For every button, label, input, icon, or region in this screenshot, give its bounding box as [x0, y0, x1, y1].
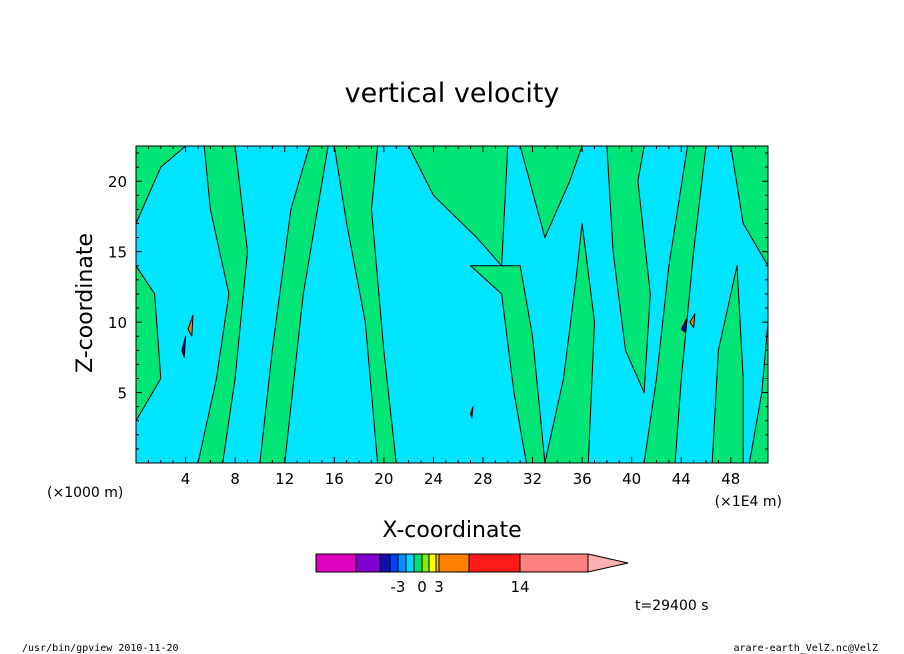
- colorbar-segment: [428, 553, 437, 573]
- x-tick-label: 4: [181, 470, 191, 488]
- x-axis-label: X-coordinate: [382, 518, 521, 543]
- x-tick-label: 12: [275, 470, 294, 488]
- y-tick-label: 20: [108, 173, 127, 191]
- colorbar-segment: [355, 553, 381, 573]
- contour-region: [470, 406, 474, 419]
- contour-region: [643, 146, 707, 463]
- y-axis-label: Z-coordinate: [73, 233, 98, 373]
- x-unit-right: (×1E4 m): [715, 494, 782, 510]
- colorbar-label: 3: [434, 578, 444, 596]
- x-tick-label: 28: [473, 470, 492, 488]
- x-tick-label: 36: [573, 470, 592, 488]
- contour-region: [689, 313, 696, 329]
- contour-region: [748, 321, 768, 463]
- colorbar-label: -3: [391, 578, 406, 596]
- contour-region: [333, 146, 397, 463]
- colorbar-segment: [413, 553, 423, 573]
- x-unit-left: (×1000 m): [47, 485, 123, 501]
- colorbar-segment: [519, 553, 589, 573]
- x-tick-label: 8: [230, 470, 240, 488]
- footer-right: arare-earth_VelZ.nc@VelZ: [734, 643, 879, 654]
- colorbar-segment: [379, 553, 391, 573]
- contour-region: [519, 146, 583, 239]
- chart-title: vertical velocity: [345, 78, 560, 109]
- colorbar-segment: [468, 553, 521, 573]
- contour-region: [136, 265, 162, 422]
- colorbar-label: 14: [510, 578, 529, 596]
- x-tick-label: 48: [721, 470, 740, 488]
- x-tick-label: 16: [325, 470, 344, 488]
- contour-region: [544, 223, 595, 463]
- colorbar-label: 0: [417, 578, 427, 596]
- x-axis: 4 8 12 16 20 24 28 32 36 40 44 48: [147, 146, 757, 488]
- contour-region: [711, 265, 744, 463]
- contour-region: [181, 335, 187, 358]
- footer-left: /usr/bin/gpview 2010-11-20: [22, 643, 179, 654]
- contour-region: [136, 146, 187, 224]
- x-tick-label: 32: [523, 470, 542, 488]
- contour-region: [408, 146, 509, 267]
- plot-frame: [135, 145, 769, 464]
- x-tick-label: 40: [622, 470, 641, 488]
- x-tick-label: 20: [374, 470, 393, 488]
- colorbar-segment: [315, 553, 357, 573]
- colorbar-segment: [421, 553, 430, 573]
- contour-region: [197, 146, 248, 463]
- y-tick-label: 10: [108, 314, 127, 332]
- colorbar: -3 0 3 14: [315, 553, 629, 596]
- colorbar-segment: [438, 553, 470, 573]
- x-tick-label: 44: [672, 470, 691, 488]
- y-axis: 5 10 15 20: [108, 152, 768, 450]
- colorbar-segment: [405, 553, 415, 573]
- contour-region: [187, 314, 194, 337]
- x-tick-label: 24: [424, 470, 443, 488]
- y-tick-label: 15: [108, 244, 127, 262]
- contour-region: [606, 146, 651, 394]
- contour-region: [730, 146, 768, 267]
- colorbar-segment: [389, 553, 399, 573]
- contour-region: [470, 265, 546, 463]
- colorbar-arrow: [587, 553, 629, 573]
- time-label: t=29400 s: [635, 598, 709, 614]
- colorbar-segment: [397, 553, 407, 573]
- y-tick-label: 5: [117, 385, 127, 403]
- contour-region: [680, 318, 687, 333]
- contour-region: [259, 146, 329, 463]
- plot-area: [135, 145, 769, 464]
